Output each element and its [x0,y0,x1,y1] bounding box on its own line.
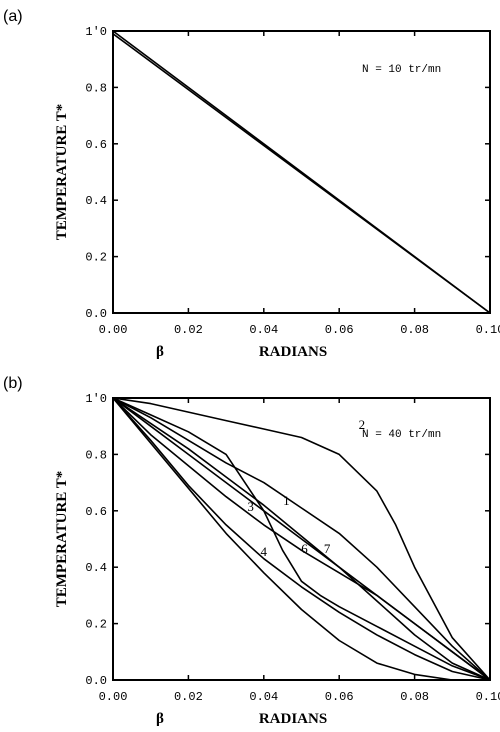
series-line-7 [112,397,491,681]
x-tick-label: 0.10 [476,690,500,704]
series-line-1 [112,33,491,314]
series-line-4 [112,397,491,681]
series-line-1 [112,397,491,681]
x-tick-label: 0.04 [249,323,278,337]
y-tick-label: 0.0 [85,674,107,688]
y-axis-label: TEMPERATURE T* [54,471,70,608]
panel-label: (b) [3,375,23,392]
chart-panel-b: (b) 0.00 0.02 0.04 0.06 0.08 0.10 0.0 0.2 0.4 0.6 0… [3,375,500,727]
x-tick-label: 0.02 [174,690,203,704]
chart-panel-a: (a) 0.00 0.02 0.04 0.06 0.08 0.10 0.0 0.2 0.4 0.6 0… [3,8,500,360]
curve-label-6: 6 [301,541,308,556]
curve-label-7: 7 [324,541,331,556]
y-tick-label: 0.4 [85,561,107,575]
series-line-3 [112,397,491,681]
x-tick-label: 0.00 [99,323,128,337]
x-axis-label: RADIANS [259,344,327,360]
y-tick-label: 0.0 [85,307,107,321]
x-axis-label: RADIANS [259,711,327,727]
plot-frame [112,30,491,314]
x-tick-label: 0.00 [99,690,128,704]
curve-label-1: 1 [283,493,290,508]
y-tick-label: 0.6 [85,505,107,519]
series-line-2 [112,397,491,681]
curve-label-3: 3 [247,499,254,514]
y-tick-label: 0.6 [85,138,107,152]
plot-frame [112,397,491,681]
x-tick-label: 0.06 [325,690,354,704]
x-axis-symbol: β [156,711,164,727]
y-tick-label: 0.2 [85,251,107,265]
curve-label-2: 2 [359,417,366,432]
x-tick-label: 0.02 [174,323,203,337]
speed-annotation: N = 40 tr/mn [362,429,441,441]
x-axis-symbol: β [156,344,164,360]
y-tick-label: 1'0 [85,392,107,406]
x-tick-label: 0.08 [400,323,429,337]
y-tick-label: 0.8 [85,448,107,462]
curve-label-4: 4 [261,544,268,559]
x-tick-label: 0.10 [476,323,500,337]
y-tick-label: 1'0 [85,25,107,39]
speed-annotation: N = 10 tr/mn [362,64,441,76]
y-tick-label: 0.8 [85,81,107,95]
y-tick-label: 0.2 [85,618,107,632]
series-line-6 [112,397,491,681]
x-tick-label: 0.06 [325,323,354,337]
series-line-7 [112,397,490,681]
x-tick-label: 0.04 [249,690,278,704]
x-tick-label: 0.08 [400,690,429,704]
y-tick-label: 0.4 [85,194,107,208]
panel-label: (a) [3,8,23,25]
y-axis-label: TEMPERATURE T* [54,104,70,241]
